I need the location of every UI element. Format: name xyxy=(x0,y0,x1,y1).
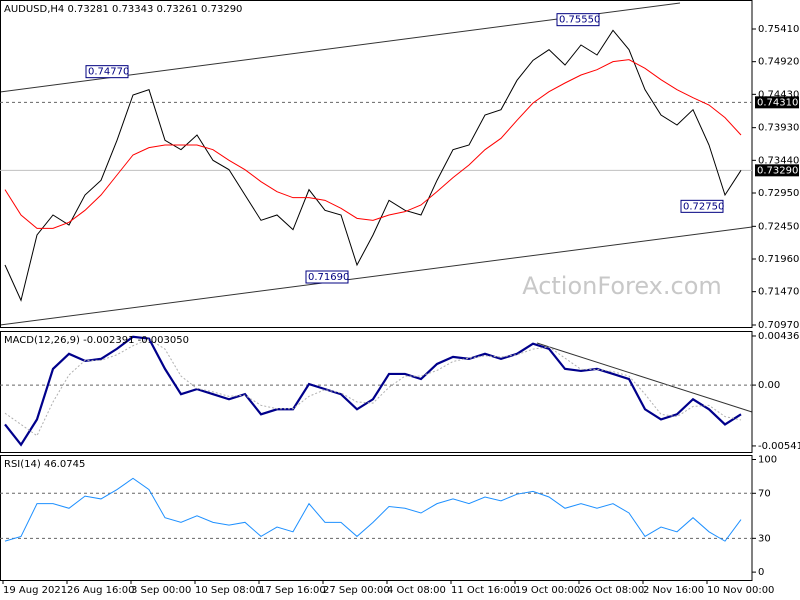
panel-frame xyxy=(0,331,753,453)
x-tick-label: 19 Oct 00:00 xyxy=(515,585,580,596)
y-tick-label: 100 xyxy=(758,455,777,466)
x-tick-label: 4 Oct 08:00 xyxy=(387,585,446,596)
panel-frame xyxy=(0,455,753,581)
annotation-box xyxy=(680,199,724,213)
y-tick-label: 0.73930 xyxy=(758,123,799,134)
series-line xyxy=(4,338,742,437)
x-tick-label: 27 Sep 00:00 xyxy=(323,585,390,596)
macd-trendline xyxy=(536,342,753,413)
x-tick-label: 11 Oct 16:00 xyxy=(451,585,516,596)
annotation-box xyxy=(556,13,600,27)
annotation-label: 0.74770 xyxy=(88,67,129,78)
x-tick-label: 26 Aug 16:00 xyxy=(67,585,134,596)
x-tick-label: 10 Nov 00:00 xyxy=(707,585,774,596)
y-tick-label: 30 xyxy=(758,533,771,544)
price-label-box xyxy=(755,96,799,109)
y-tick-label: 0.75410 xyxy=(758,24,799,35)
x-tick-label: 26 Oct 08:00 xyxy=(579,585,644,596)
panel-title: AUDUSD,H4 0.73281 0.73343 0.73261 0.7329… xyxy=(4,4,242,15)
watermark: ActionForex.com xyxy=(522,272,722,300)
y-tick-label: 0.72950 xyxy=(758,188,799,199)
panel-title: MACD(12,26,9) -0.002391 -0.003050 xyxy=(4,335,189,346)
x-tick-label: 3 Sep 00:00 xyxy=(131,585,191,596)
price-label: 0.73290 xyxy=(757,165,798,176)
x-tick-label: 2 Nov 16:00 xyxy=(643,585,704,596)
x-tick-label: 19 Aug 2021 xyxy=(3,585,67,596)
price-label-box xyxy=(755,164,799,177)
y-tick-label: 0.00 xyxy=(758,380,780,391)
y-tick-label: -0.005411 xyxy=(758,441,800,452)
price-label: 0.74310 xyxy=(757,97,798,108)
annotation-box xyxy=(305,270,349,284)
panel-frame xyxy=(0,0,753,328)
y-tick-label: 0.73440 xyxy=(758,155,799,166)
x-tick-label: 10 Sep 08:00 xyxy=(195,585,262,596)
y-tick-label: 0 xyxy=(758,567,764,578)
series-line xyxy=(4,59,742,229)
series-line xyxy=(4,477,742,542)
y-tick-label: 0.70970 xyxy=(758,320,799,331)
panel-title: RSI(14) 46.0745 xyxy=(4,459,85,470)
annotation-label: 0.71690 xyxy=(308,272,349,283)
y-tick-label: 0.74430 xyxy=(758,89,799,100)
x-tick-label: 17 Sep 16:00 xyxy=(259,585,326,596)
annotation-label: 0.75550 xyxy=(559,15,600,26)
y-tick-label: 0.71960 xyxy=(758,254,799,265)
series-line xyxy=(4,29,742,302)
y-tick-label: 0.74920 xyxy=(758,57,799,68)
y-tick-label: 0.72450 xyxy=(758,221,799,232)
y-tick-label: 0.004367 xyxy=(758,331,800,342)
y-tick-label: 0.71470 xyxy=(758,287,799,298)
y-tick-label: 70 xyxy=(758,488,771,499)
channel-lower xyxy=(0,226,753,326)
series-line xyxy=(4,335,742,447)
annotation-box xyxy=(85,65,129,79)
annotation-label: 0.72750 xyxy=(683,201,724,212)
